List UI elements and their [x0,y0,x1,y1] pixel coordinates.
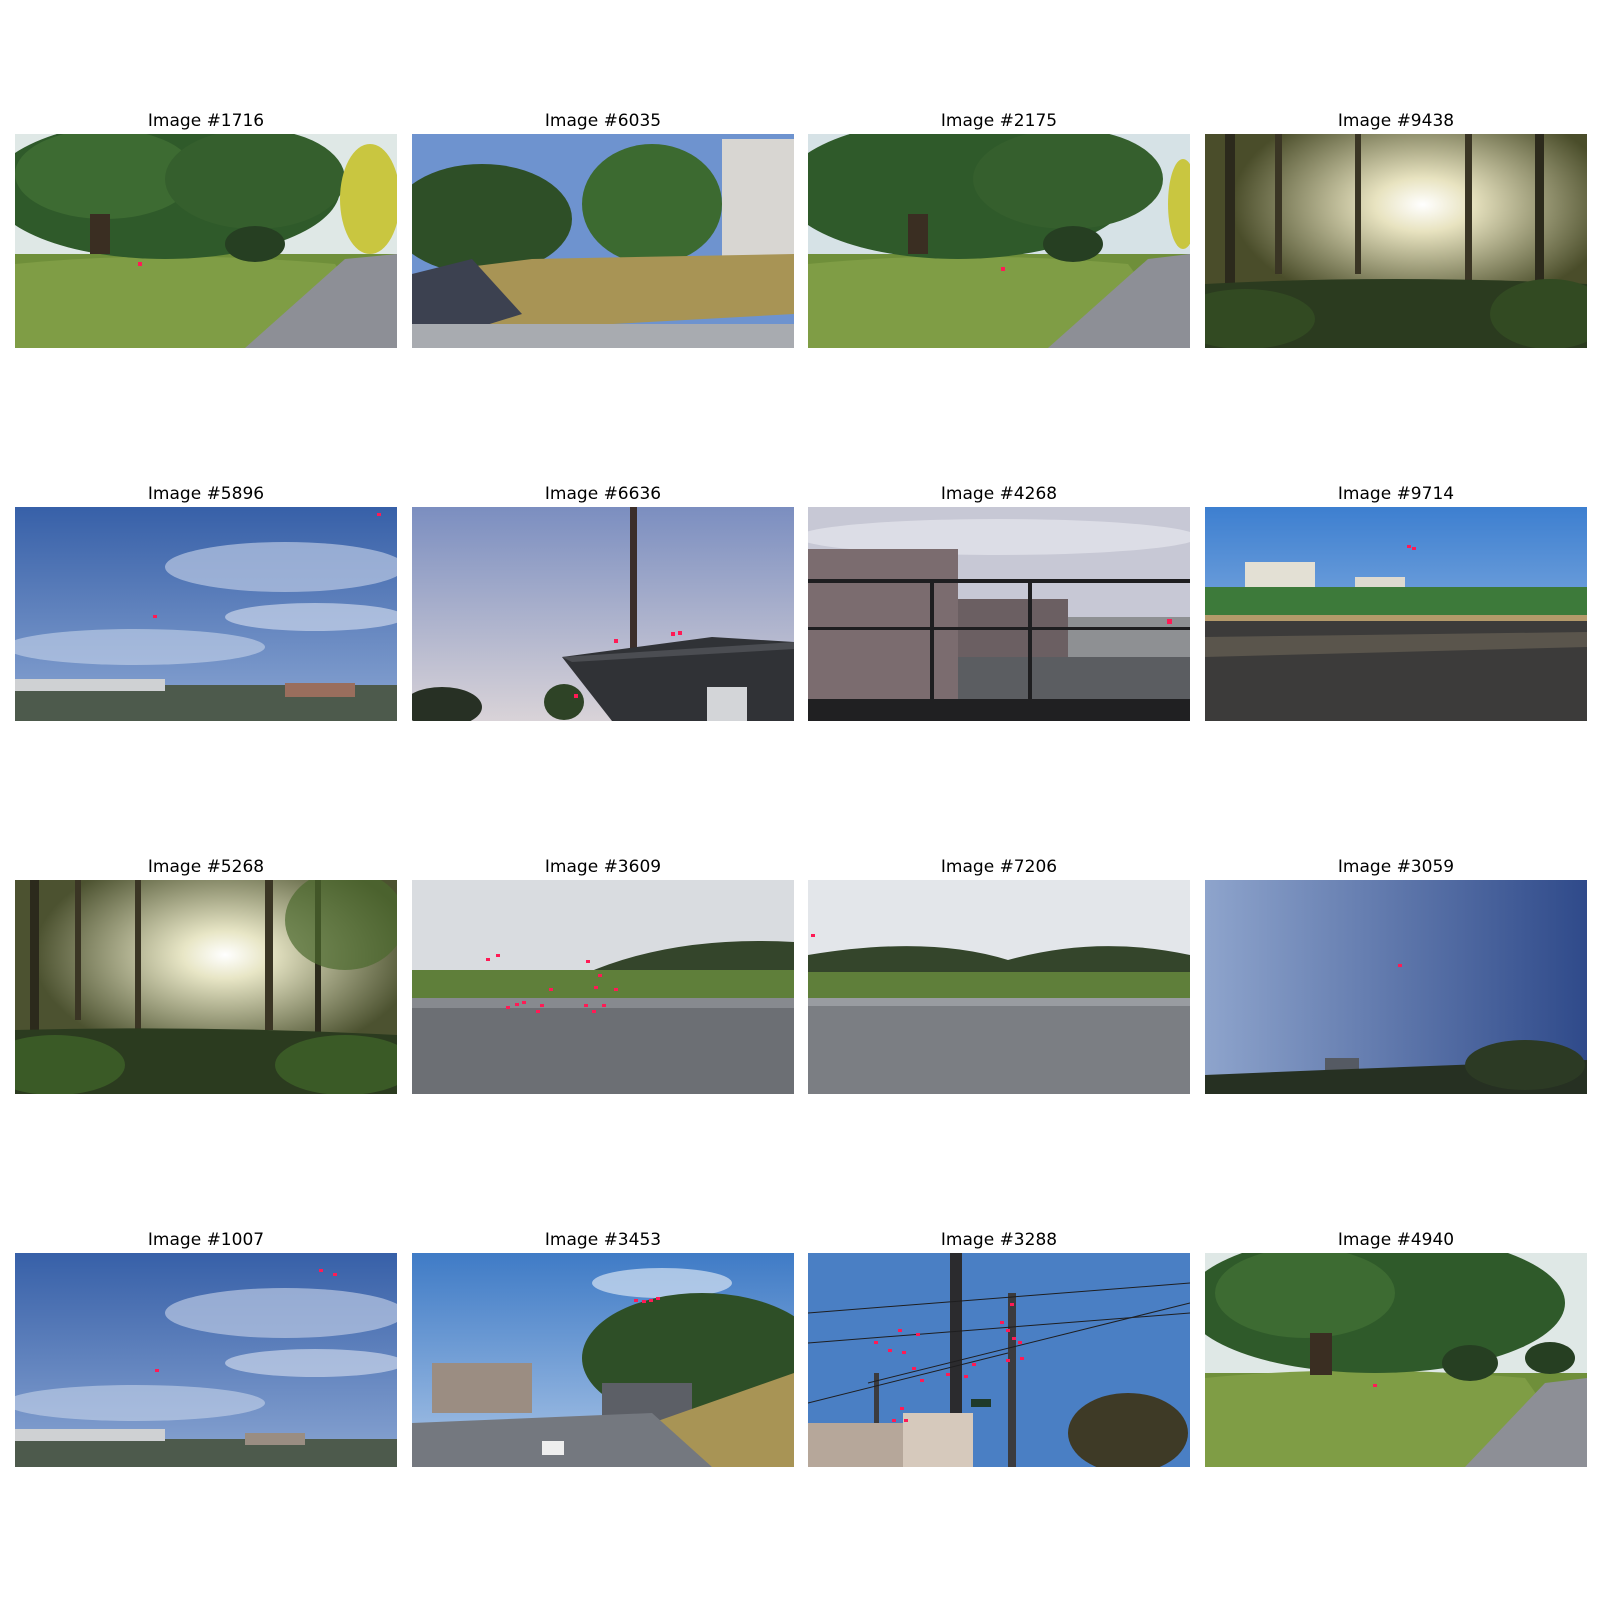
panel-title: Image #2175 [940,111,1058,131]
panel-title: Image #4940 [1337,1230,1455,1250]
photo-buildings-railing [808,507,1190,721]
panel-title: Image #6636 [544,484,662,504]
panel-title: Image #1007 [147,1230,265,1250]
panel-title: Image #5268 [147,857,265,877]
photo-evening-pole [412,507,794,721]
photo-tree-lawn [1205,1253,1587,1467]
panel-title: Image #3609 [544,857,662,877]
photo-sun-trees [15,880,397,1094]
photo-clear-sky [1205,880,1587,1094]
photo-road-hill [412,1253,794,1467]
panel-title: Image #3288 [940,1230,1058,1250]
panel-title: Image #7206 [940,857,1058,877]
photo-utility-poles [808,1253,1190,1467]
panel-title: Image #6035 [544,111,662,131]
photo-slope-building [412,134,794,348]
photo-tree-lawn [808,134,1190,348]
panel-title: Image #3453 [544,1230,662,1250]
panel-title: Image #9714 [1337,484,1455,504]
photo-sports-ground [1205,507,1587,721]
photo-sky-clouds [15,507,397,721]
photo-sky-clouds [15,1253,397,1467]
panel-title: Image #3059 [1337,857,1455,877]
photo-tree-lawn [15,134,397,348]
photo-sun-trees [1205,134,1587,348]
panel-title: Image #9438 [1337,111,1455,131]
photo-pond-hills [808,880,1190,1094]
panel-title: Image #5896 [147,484,265,504]
panel-title: Image #1716 [147,111,265,131]
photo-pond-hills [412,880,794,1094]
panel-title: Image #4268 [940,484,1058,504]
